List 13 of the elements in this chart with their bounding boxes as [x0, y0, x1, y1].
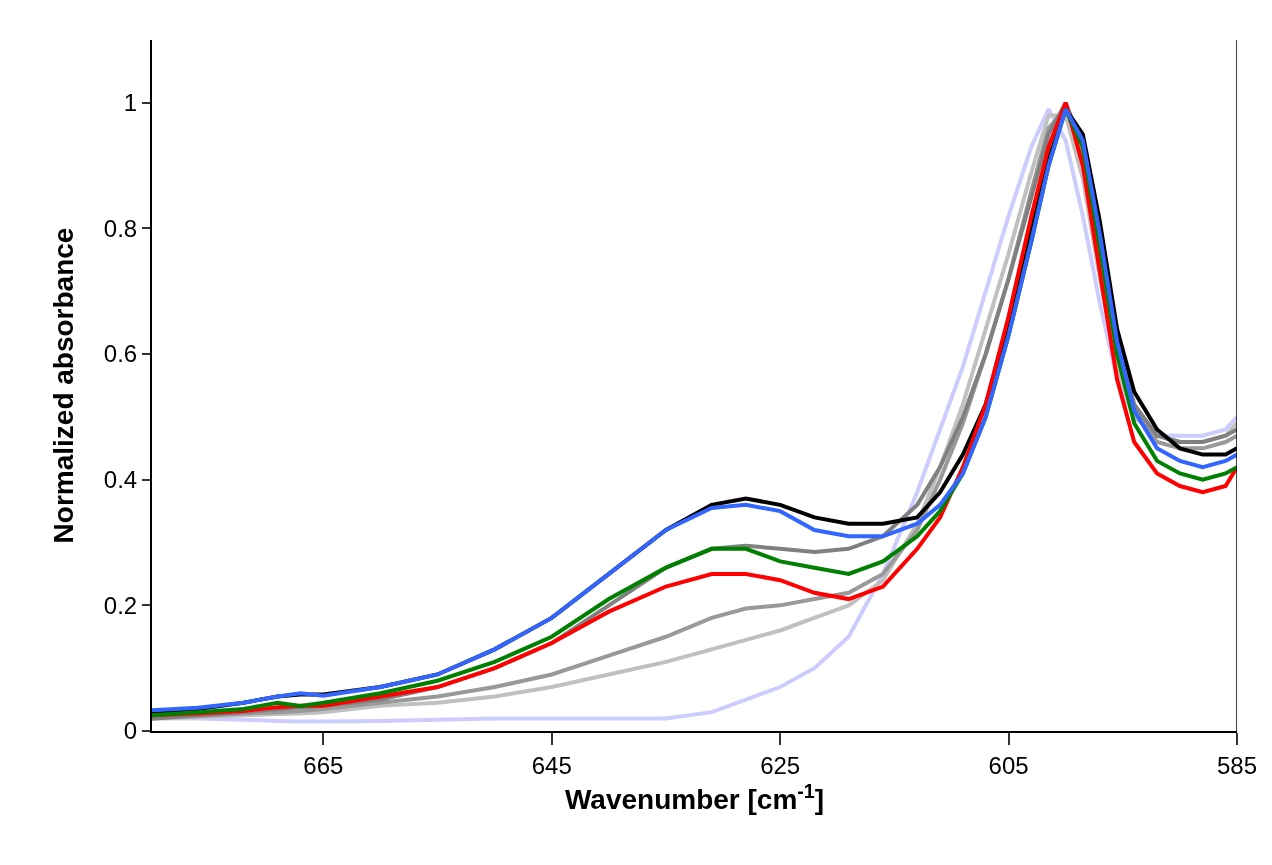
y-tick-label: 0.6 [103, 340, 138, 368]
x-tick-label: 645 [531, 751, 572, 779]
x-tick-label: 585 [1216, 751, 1258, 779]
y-axis-title: Normalized absorbance [48, 227, 80, 544]
y-tick-label: 0.4 [103, 466, 138, 494]
x-tick-label: 625 [760, 751, 801, 779]
x-tick-label: 665 [303, 751, 344, 779]
x-tick-label: 605 [988, 751, 1029, 779]
y-tick-label: 0.2 [103, 591, 138, 619]
y-tick-label: 1 [123, 89, 138, 117]
y-tick-label: 0.8 [103, 214, 138, 242]
x-axis-title: Wavenumber [cm$^{-1}$] [564, 779, 825, 816]
y-tick-label: 0 [123, 717, 138, 745]
